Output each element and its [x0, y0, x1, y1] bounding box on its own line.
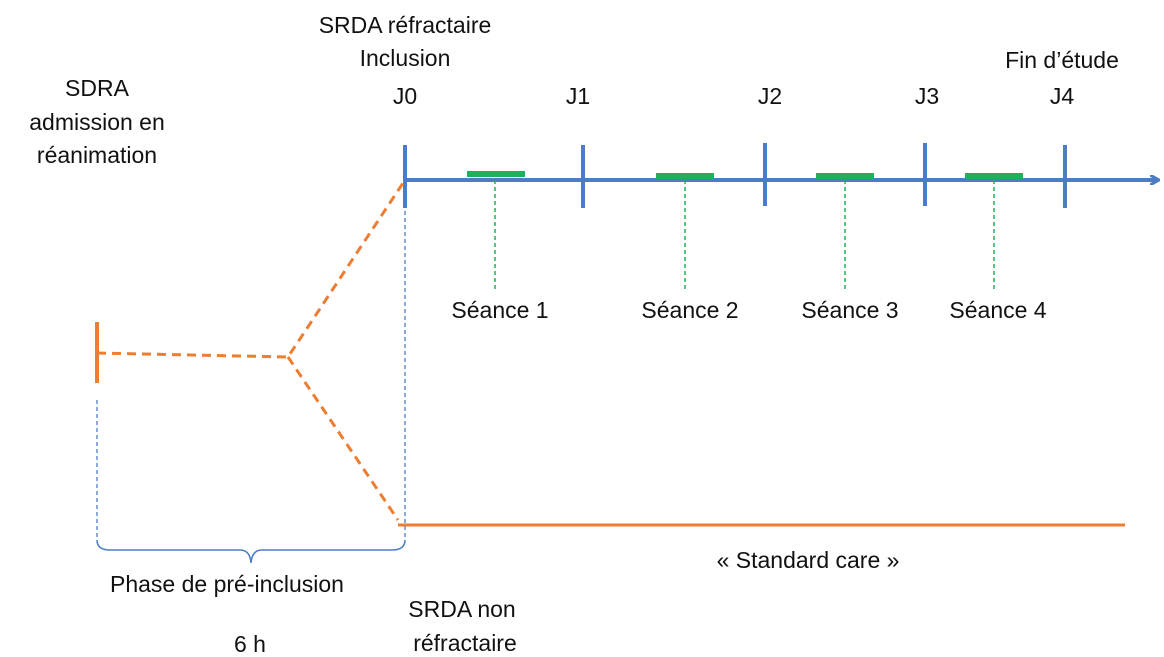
inclusion-label: Inclusion [360, 45, 451, 71]
phase-duration: 6 h [234, 631, 266, 657]
non-refractory-label: SRDA non [408, 596, 515, 622]
session-label: Séance 3 [801, 297, 898, 323]
end-label: Fin d’étude [1005, 47, 1119, 73]
session-guides [494, 180, 995, 290]
session-bars [467, 171, 1023, 179]
day-label: J3 [915, 83, 939, 109]
session-label: Séance 1 [451, 297, 548, 323]
left-label: SDRA [65, 75, 130, 101]
non-refractory-label: réfractaire [413, 630, 517, 656]
phase-label: Phase de pré-inclusion [110, 571, 344, 597]
phase-guides [96, 190, 406, 540]
standard-care-label: « Standard care » [717, 547, 900, 573]
session-label: Séance 4 [949, 297, 1046, 323]
left-label: admission en [29, 109, 165, 135]
branch-lines [96, 179, 407, 521]
day-label: J1 [566, 83, 590, 109]
day-label: J4 [1050, 83, 1075, 109]
left-label: réanimation [37, 142, 157, 168]
day-ticks [403, 143, 1067, 208]
day-label: J0 [393, 83, 417, 109]
day-label: J2 [758, 83, 782, 109]
phase-brace [96, 539, 406, 564]
inclusion-label: SRDA réfractaire [319, 12, 492, 38]
session-label: Séance 2 [641, 297, 738, 323]
